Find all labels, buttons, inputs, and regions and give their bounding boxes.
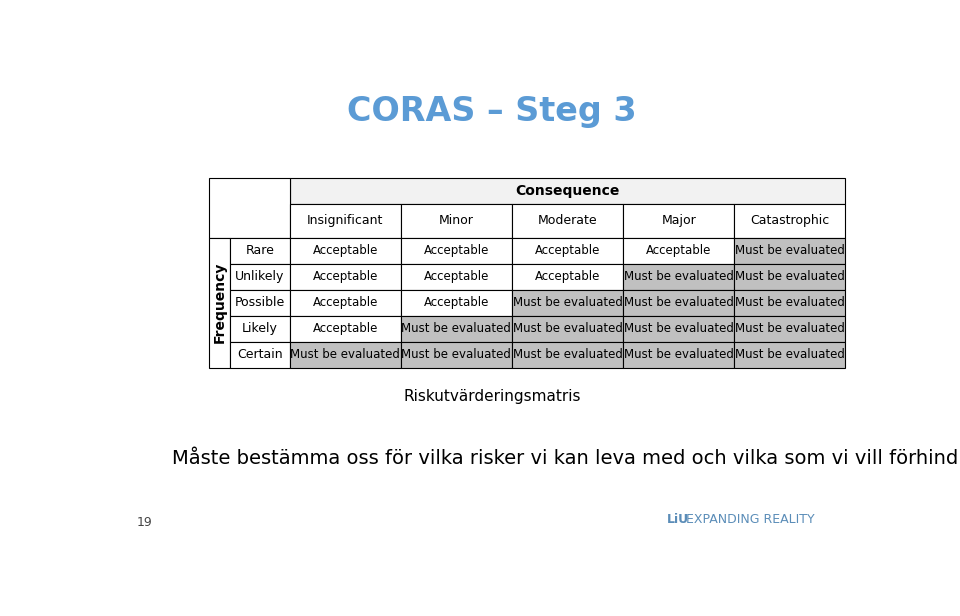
Text: EXPANDING REALITY: EXPANDING REALITY [682, 513, 814, 526]
Bar [230, 238, 290, 264]
Text: Must be evaluated: Must be evaluated [735, 270, 845, 283]
Text: Acceptable: Acceptable [423, 296, 489, 309]
Bar [400, 342, 512, 368]
Text: Must be evaluated: Must be evaluated [624, 270, 733, 283]
Bar [734, 342, 846, 368]
Bar [734, 316, 846, 342]
Bar [209, 238, 230, 368]
Bar [623, 238, 734, 264]
Bar [734, 290, 846, 316]
Text: Riskutvärderingsmatris: Riskutvärderingsmatris [403, 389, 581, 404]
Text: Must be evaluated: Must be evaluated [735, 244, 845, 257]
Text: Acceptable: Acceptable [313, 296, 378, 309]
Text: Must be evaluated: Must be evaluated [401, 322, 512, 335]
Text: Possible: Possible [235, 296, 285, 309]
Text: Acceptable: Acceptable [423, 270, 489, 283]
Bar [623, 205, 734, 238]
Text: Insignificant: Insignificant [307, 214, 383, 227]
Bar [512, 290, 623, 316]
Text: LiU: LiU [667, 513, 689, 526]
Text: Likely: Likely [242, 322, 277, 335]
Text: CORAS – Steg 3: CORAS – Steg 3 [348, 95, 636, 128]
Bar [512, 342, 623, 368]
Text: Must be evaluated: Must be evaluated [735, 349, 845, 362]
Bar [734, 264, 846, 290]
Text: Must be evaluated: Must be evaluated [513, 322, 622, 335]
Bar [230, 342, 290, 368]
Bar [209, 178, 290, 238]
Text: Unlikely: Unlikely [235, 270, 284, 283]
Text: Must be evaluated: Must be evaluated [624, 322, 733, 335]
Text: Acceptable: Acceptable [535, 244, 600, 257]
Bar [734, 205, 846, 238]
Bar [512, 238, 623, 264]
Text: Acceptable: Acceptable [313, 270, 378, 283]
Bar [623, 264, 734, 290]
Text: Moderate: Moderate [538, 214, 597, 227]
Text: Must be evaluated: Must be evaluated [513, 349, 622, 362]
Text: Must be evaluated: Must be evaluated [624, 296, 733, 309]
Text: Must be evaluated: Must be evaluated [624, 349, 733, 362]
Bar [623, 342, 734, 368]
Text: Must be evaluated: Must be evaluated [513, 296, 622, 309]
Bar [512, 264, 623, 290]
Text: Acceptable: Acceptable [535, 270, 600, 283]
Bar [512, 205, 623, 238]
Bar [230, 316, 290, 342]
Text: Consequence: Consequence [516, 184, 620, 198]
Text: Rare: Rare [246, 244, 275, 257]
Bar [230, 290, 290, 316]
Text: Catastrophic: Catastrophic [750, 214, 829, 227]
Bar [290, 316, 400, 342]
Text: Acceptable: Acceptable [646, 244, 711, 257]
Text: Must be evaluated: Must be evaluated [401, 349, 512, 362]
Text: Måste bestämma oss för vilka risker vi kan leva med och vilka som vi vill förhin: Måste bestämma oss för vilka risker vi k… [172, 448, 960, 468]
Text: Frequency: Frequency [213, 262, 227, 344]
Bar [230, 264, 290, 290]
Bar [734, 238, 846, 264]
Text: Minor: Minor [439, 214, 474, 227]
Bar [623, 316, 734, 342]
Text: Major: Major [661, 214, 696, 227]
Text: Acceptable: Acceptable [313, 322, 378, 335]
Bar [400, 290, 512, 316]
Text: Must be evaluated: Must be evaluated [735, 296, 845, 309]
Bar [400, 264, 512, 290]
Bar [290, 264, 400, 290]
Bar [290, 290, 400, 316]
Text: Certain: Certain [237, 349, 282, 362]
Bar [290, 178, 846, 205]
Text: 19: 19 [136, 516, 152, 529]
Text: Acceptable: Acceptable [313, 244, 378, 257]
Bar [512, 316, 623, 342]
Bar [290, 205, 400, 238]
Bar [400, 238, 512, 264]
Bar [290, 238, 400, 264]
Text: Must be evaluated: Must be evaluated [735, 322, 845, 335]
Text: Must be evaluated: Must be evaluated [290, 349, 400, 362]
Bar [623, 290, 734, 316]
Bar [400, 316, 512, 342]
Bar [290, 342, 400, 368]
Text: Acceptable: Acceptable [423, 244, 489, 257]
Bar [400, 205, 512, 238]
